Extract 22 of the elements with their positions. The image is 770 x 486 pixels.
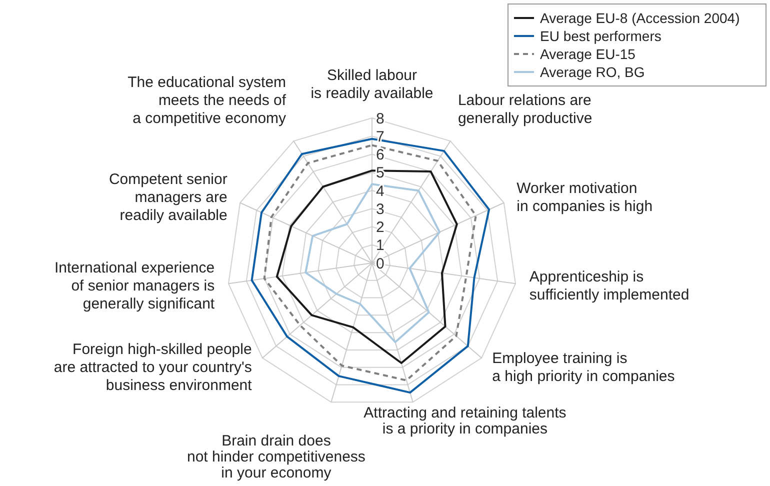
spoke-label: Skilled labour is readily available: [310, 67, 434, 102]
legend-label: Average RO, BG: [540, 64, 645, 80]
spoke-label: Brain drain does not hinder competitiveness in your economy: [186, 432, 366, 482]
spoke-label: Competent senior managers are readily available: [108, 170, 228, 224]
spoke-label: The educational system meets the needs of a competitive economy: [128, 74, 287, 128]
spoke-label: Foreign high-skilled people are attracted to your country's business environment: [54, 341, 253, 394]
y-tick-label: 3: [376, 200, 384, 218]
y-tick-label: 8: [376, 110, 384, 128]
spoke-label: Apprenticeship is sufficiently implemented: [529, 268, 690, 304]
y-tick-label: 0: [376, 255, 384, 272]
spoke-label: International experience of senior managers is generally significant: [54, 260, 216, 313]
spoke-label: Attracting and retaining talents is a priority in companies: [364, 404, 566, 438]
y-tick-label: 6: [376, 146, 384, 164]
legend-label: Average EU-8 (Accession 2004): [540, 10, 740, 26]
legend-label: EU best performers: [540, 28, 662, 44]
y-tick-label: 2: [376, 219, 384, 236]
spoke-label: Labour relations are generally productive: [458, 92, 592, 128]
legend-label: Average EU-15: [540, 46, 636, 62]
y-tick-label: 1: [376, 237, 384, 254]
spoke-label: Worker motivation in companies is high: [516, 180, 653, 215]
spoke-label: Employee training is a high priority in companies: [492, 350, 675, 386]
y-tick-label: 4: [376, 182, 384, 200]
